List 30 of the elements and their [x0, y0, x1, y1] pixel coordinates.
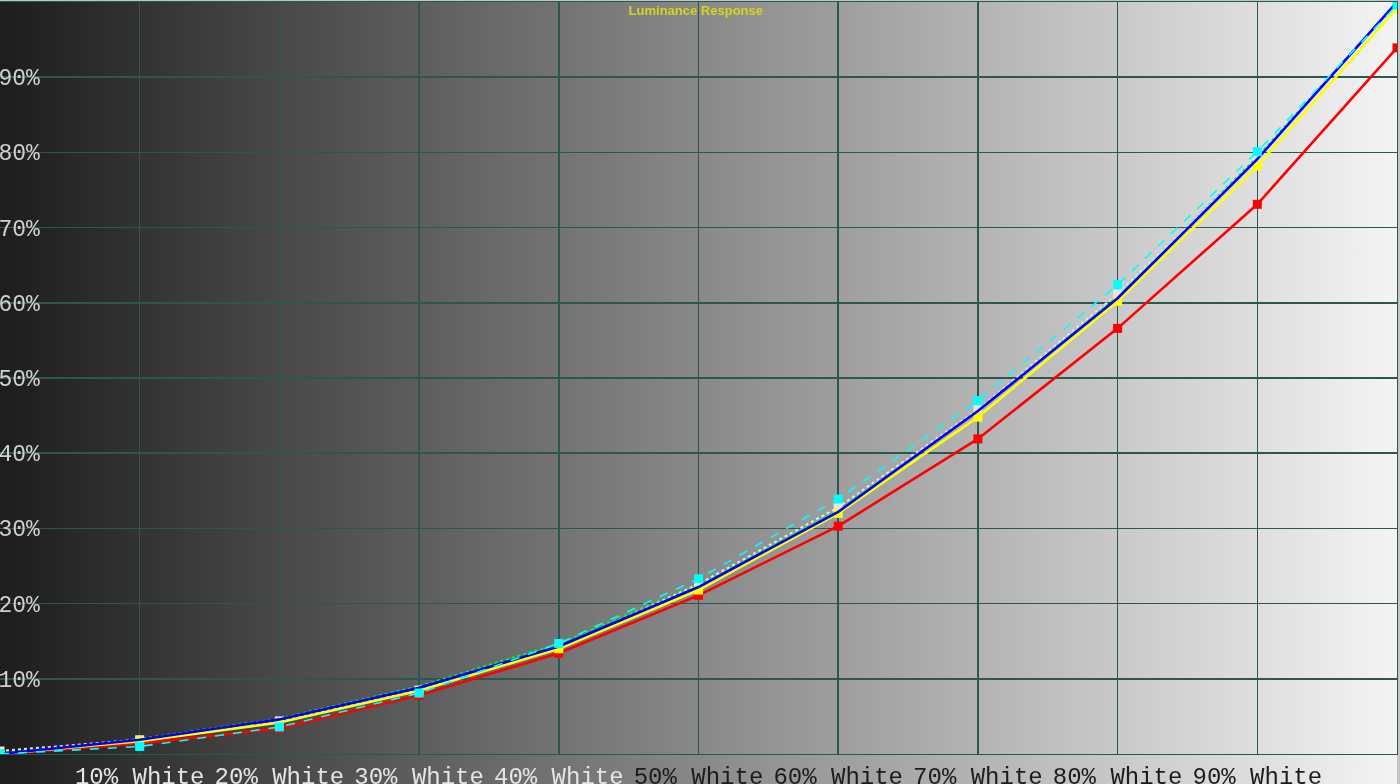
y-tick-label: 70%: [0, 216, 40, 243]
point: [1252, 147, 1262, 157]
point: [1113, 323, 1123, 333]
point: [833, 521, 843, 531]
point: [1113, 280, 1123, 290]
point: [973, 434, 983, 444]
y-tick-label: 80%: [0, 141, 40, 168]
point: [973, 396, 983, 406]
point: [554, 638, 564, 648]
point: [1252, 199, 1262, 209]
y-tick-label: 20%: [0, 592, 40, 619]
x-tick-label: 60% White: [773, 763, 904, 784]
point: [973, 412, 983, 422]
x-tick-label: 20% White: [214, 763, 345, 784]
y-tick-label: 30%: [0, 517, 40, 544]
x-tick-label: 50% White: [633, 763, 764, 784]
x-tick-label: 70% White: [913, 763, 1043, 784]
x-tick-label: 90% White: [1192, 763, 1323, 784]
y-tick-label: 10%: [0, 667, 40, 694]
y-tick-label: 50%: [0, 367, 40, 394]
y-tick-label: 40%: [0, 442, 40, 469]
point: [694, 574, 703, 584]
x-tick-label: 40% White: [493, 763, 624, 784]
y-tick-label: 90%: [0, 66, 40, 93]
x-tick-label: 80% White: [1052, 763, 1183, 784]
x-tick-label: 10% White: [74, 763, 205, 784]
y-tick-label: 60%: [0, 291, 40, 318]
point: [833, 494, 843, 504]
chart-title: Luminance Response: [628, 2, 763, 18]
x-tick-label: 30% White: [354, 763, 484, 784]
